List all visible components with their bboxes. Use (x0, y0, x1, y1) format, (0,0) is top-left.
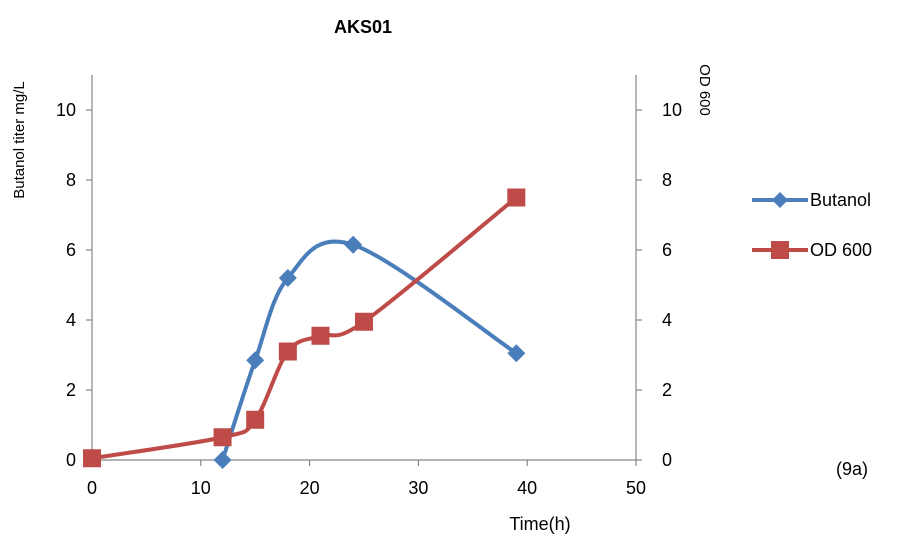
series-line-butanol (220, 239, 519, 462)
y-tick-label: 8 (66, 170, 76, 190)
data-point-od600 (83, 449, 101, 468)
y-tick-label: 2 (66, 380, 76, 400)
legend-marker-butanol (772, 192, 788, 208)
legend-item-od600: OD 600 (752, 240, 872, 260)
y-tick-label: 4 (66, 310, 76, 330)
legend: Butanol OD 600 (752, 190, 872, 260)
data-point-butanol (213, 451, 232, 469)
legend-label-od600: OD 600 (810, 240, 872, 260)
data-point-od600 (355, 312, 373, 331)
legend-marker-od600 (771, 241, 789, 259)
data-point-od600 (213, 428, 232, 447)
y-tick-label: 10 (56, 100, 76, 120)
y2-tick-label: 0 (662, 450, 672, 470)
x-axis-title: Time(h) (509, 514, 570, 534)
y-tick-label: 6 (66, 240, 76, 260)
data-point-butanol (246, 351, 265, 370)
x-tick-label: 0 (87, 478, 97, 498)
y-ticks: 0 2 4 6 8 10 (56, 100, 92, 470)
y2-ticks: 0 2 4 6 8 10 (636, 100, 682, 470)
y-axis-title: Butanol titer mg/L (11, 81, 28, 199)
y-tick-label: 0 (66, 450, 76, 470)
axes (91, 75, 637, 461)
x-tick-label: 40 (517, 478, 537, 498)
legend-item-butanol: Butanol (752, 190, 871, 210)
y2-tick-label: 8 (662, 170, 672, 190)
x-tick-label: 10 (191, 478, 211, 498)
series-line-od600 (90, 195, 519, 461)
data-point-butanol (507, 344, 526, 363)
data-point-od600 (507, 188, 526, 207)
x-tick-label: 20 (300, 478, 320, 498)
x-ticks: 0 10 20 30 40 50 (87, 460, 646, 498)
chart-title: AKS01 (334, 17, 392, 37)
x-tick-label: 30 (408, 478, 428, 498)
data-point-od600 (246, 410, 265, 429)
y2-tick-label: 10 (662, 100, 682, 120)
x-tick-label: 50 (626, 478, 646, 498)
y2-tick-label: 2 (662, 380, 672, 400)
data-point-od600 (311, 326, 330, 345)
data-point-butanol (344, 235, 363, 254)
figure-label: (9a) (836, 459, 868, 479)
y2-tick-label: 4 (662, 310, 672, 330)
legend-label-butanol: Butanol (810, 190, 871, 210)
data-point-butanol (278, 269, 297, 287)
y2-tick-label: 6 (662, 240, 672, 260)
y2-axis-title: OD 600 (696, 64, 713, 116)
data-point-od600 (278, 342, 297, 361)
series-layer (83, 188, 526, 469)
